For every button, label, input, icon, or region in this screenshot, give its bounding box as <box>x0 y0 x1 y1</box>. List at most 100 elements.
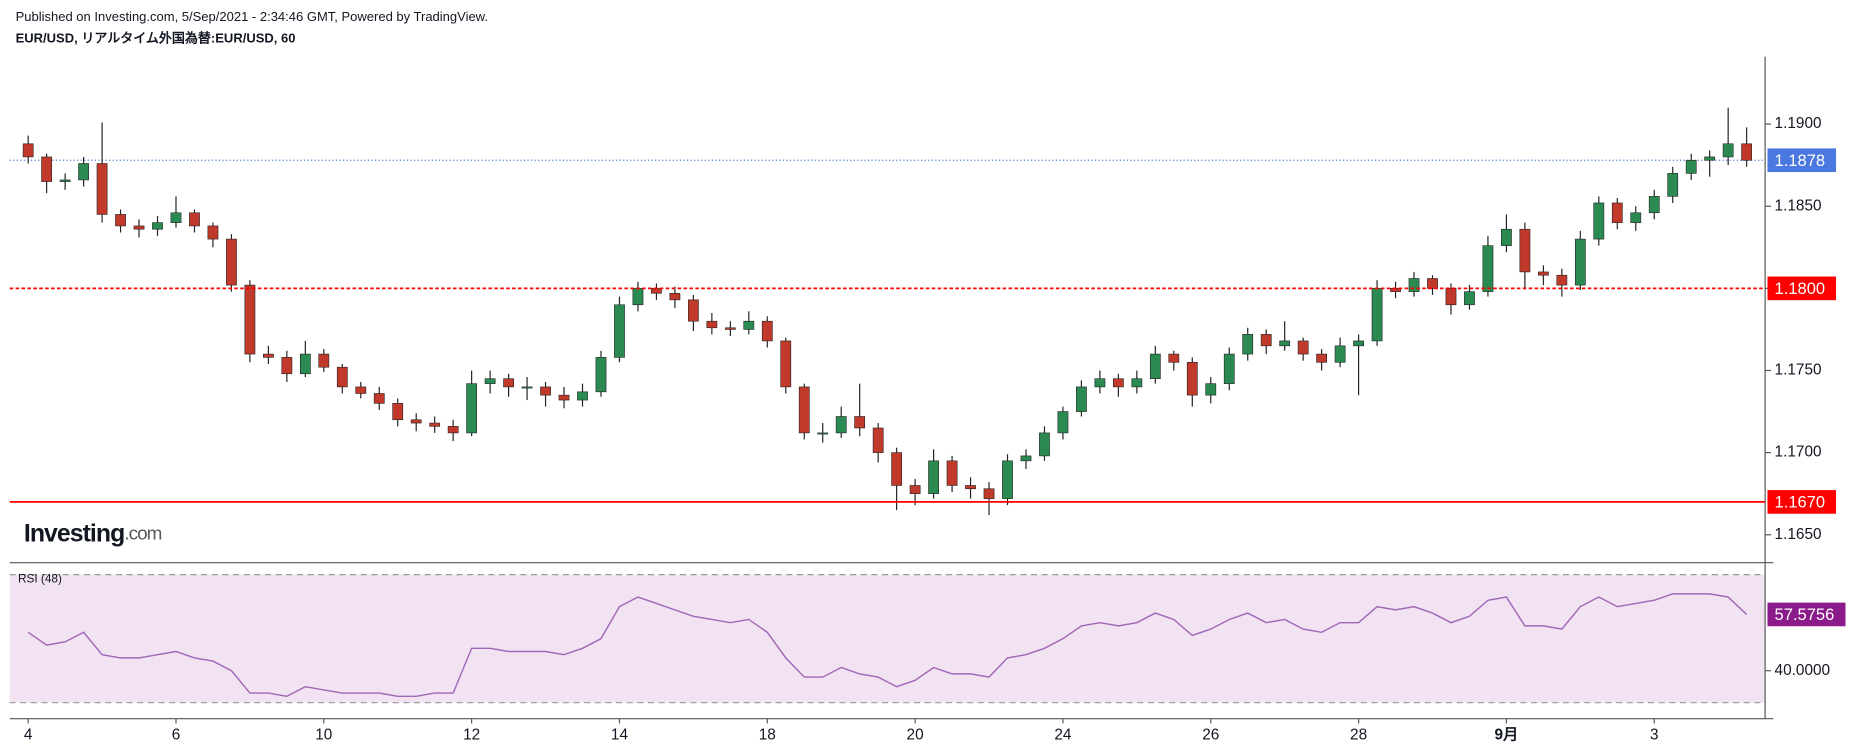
candle-body <box>632 288 644 306</box>
candle-body <box>152 222 163 230</box>
candle-body <box>1076 386 1087 412</box>
price-badge-label: 1.1800 <box>1775 279 1826 298</box>
x-tick-label: 12 <box>463 726 480 743</box>
candle-body <box>1112 378 1124 388</box>
candle-body <box>410 419 422 424</box>
price-badge <box>1767 490 1837 514</box>
candle-body <box>1371 288 1383 342</box>
candle-body <box>817 432 829 435</box>
price-badge <box>1767 276 1837 301</box>
x-tick-label: 26 <box>1202 726 1219 743</box>
candle-body <box>1223 353 1235 384</box>
x-tick-label: 28 <box>1350 726 1367 743</box>
candle-body <box>743 320 755 330</box>
x-tick-label: 20 <box>907 726 924 743</box>
x-tick-label: 14 <box>611 726 629 743</box>
candle-body <box>1556 274 1568 286</box>
candle-body <box>965 485 976 490</box>
candle-body <box>983 488 995 499</box>
rsi-label: RSI (48) <box>18 571 62 585</box>
candle-body <box>1482 245 1494 292</box>
candle-body <box>1316 353 1328 363</box>
candle-body <box>1611 202 1623 223</box>
y-tick-label: 1.1700 <box>1775 444 1822 461</box>
rsi-band <box>9 574 1766 703</box>
y-tick-label: 40.0000 <box>1775 662 1831 679</box>
x-tick-label: 10 <box>315 726 332 743</box>
candle-body <box>1408 278 1420 292</box>
rsi-panel <box>9 574 1766 704</box>
candle-body <box>1039 432 1050 457</box>
candle-body <box>263 353 274 358</box>
candle-body <box>1704 156 1716 161</box>
candle-body <box>170 212 182 223</box>
candle-body <box>1131 378 1143 388</box>
candle-body <box>706 320 718 329</box>
candle-body <box>780 340 792 388</box>
y-tick-label: 1.1900 <box>1775 115 1822 132</box>
candle-body <box>1519 228 1531 273</box>
candle-body <box>1057 411 1069 434</box>
candle-body <box>1741 143 1753 161</box>
candle-body <box>558 394 570 401</box>
candle-body <box>1260 334 1272 347</box>
candle-body <box>299 353 311 375</box>
logo-suffix: .com <box>124 523 161 544</box>
candle-body <box>447 426 459 434</box>
candle-body <box>872 427 884 453</box>
candle-body <box>22 143 34 158</box>
candle-body <box>1242 334 1254 355</box>
candle-body <box>336 366 348 388</box>
candle-body <box>1464 291 1475 306</box>
candle-body <box>484 378 496 384</box>
candle-body <box>1020 455 1032 462</box>
candle-body <box>503 378 514 388</box>
candle-body <box>373 393 385 404</box>
rsi-badge-label: 57.5756 <box>1775 605 1835 624</box>
candle-body <box>540 386 551 396</box>
candle-body <box>1334 345 1346 363</box>
x-tick-label: 4 <box>24 726 33 743</box>
x-tick-label: 9月 <box>1494 725 1518 743</box>
candle-body <box>96 163 108 215</box>
x-tick-label: 6 <box>172 726 181 743</box>
logo-main: Investing <box>24 520 124 547</box>
logo: Investing.com <box>24 520 162 547</box>
candle-body <box>1279 340 1291 347</box>
candle-body <box>429 422 441 427</box>
published-note: Published on Investing.com, 5/Sep/2021 -… <box>16 9 488 24</box>
price-badge-label: 1.1878 <box>1775 151 1826 170</box>
candle-body <box>1094 378 1106 388</box>
candle-body <box>1002 460 1013 499</box>
candle-body <box>835 416 847 434</box>
candle-body <box>688 299 699 322</box>
candle-body <box>189 212 200 227</box>
candle-body <box>1186 361 1198 396</box>
x-tick-label: 3 <box>1650 726 1659 743</box>
candle-body <box>1667 173 1679 197</box>
candle-body <box>133 225 145 230</box>
candle-body <box>909 485 921 494</box>
candle-body <box>1297 340 1309 355</box>
candle-body <box>761 320 773 342</box>
candle-body <box>1685 159 1697 174</box>
candle-body <box>466 383 478 434</box>
candle-body <box>226 238 237 286</box>
candle-body <box>1205 383 1217 396</box>
candle-body <box>577 391 588 401</box>
candle-body <box>78 163 89 181</box>
y-tick-label: 1.1650 <box>1775 526 1822 543</box>
candle-body <box>281 357 293 375</box>
candle-body <box>724 327 736 330</box>
price-badge-label: 1.1670 <box>1775 492 1826 511</box>
candle-body <box>521 386 533 389</box>
candle-body <box>1445 288 1457 306</box>
candle-body <box>355 386 367 394</box>
candle-body <box>1149 353 1161 379</box>
candle-body <box>614 304 625 358</box>
plot <box>9 107 1766 516</box>
candle-body <box>1574 238 1586 286</box>
candle-body <box>1593 202 1605 240</box>
